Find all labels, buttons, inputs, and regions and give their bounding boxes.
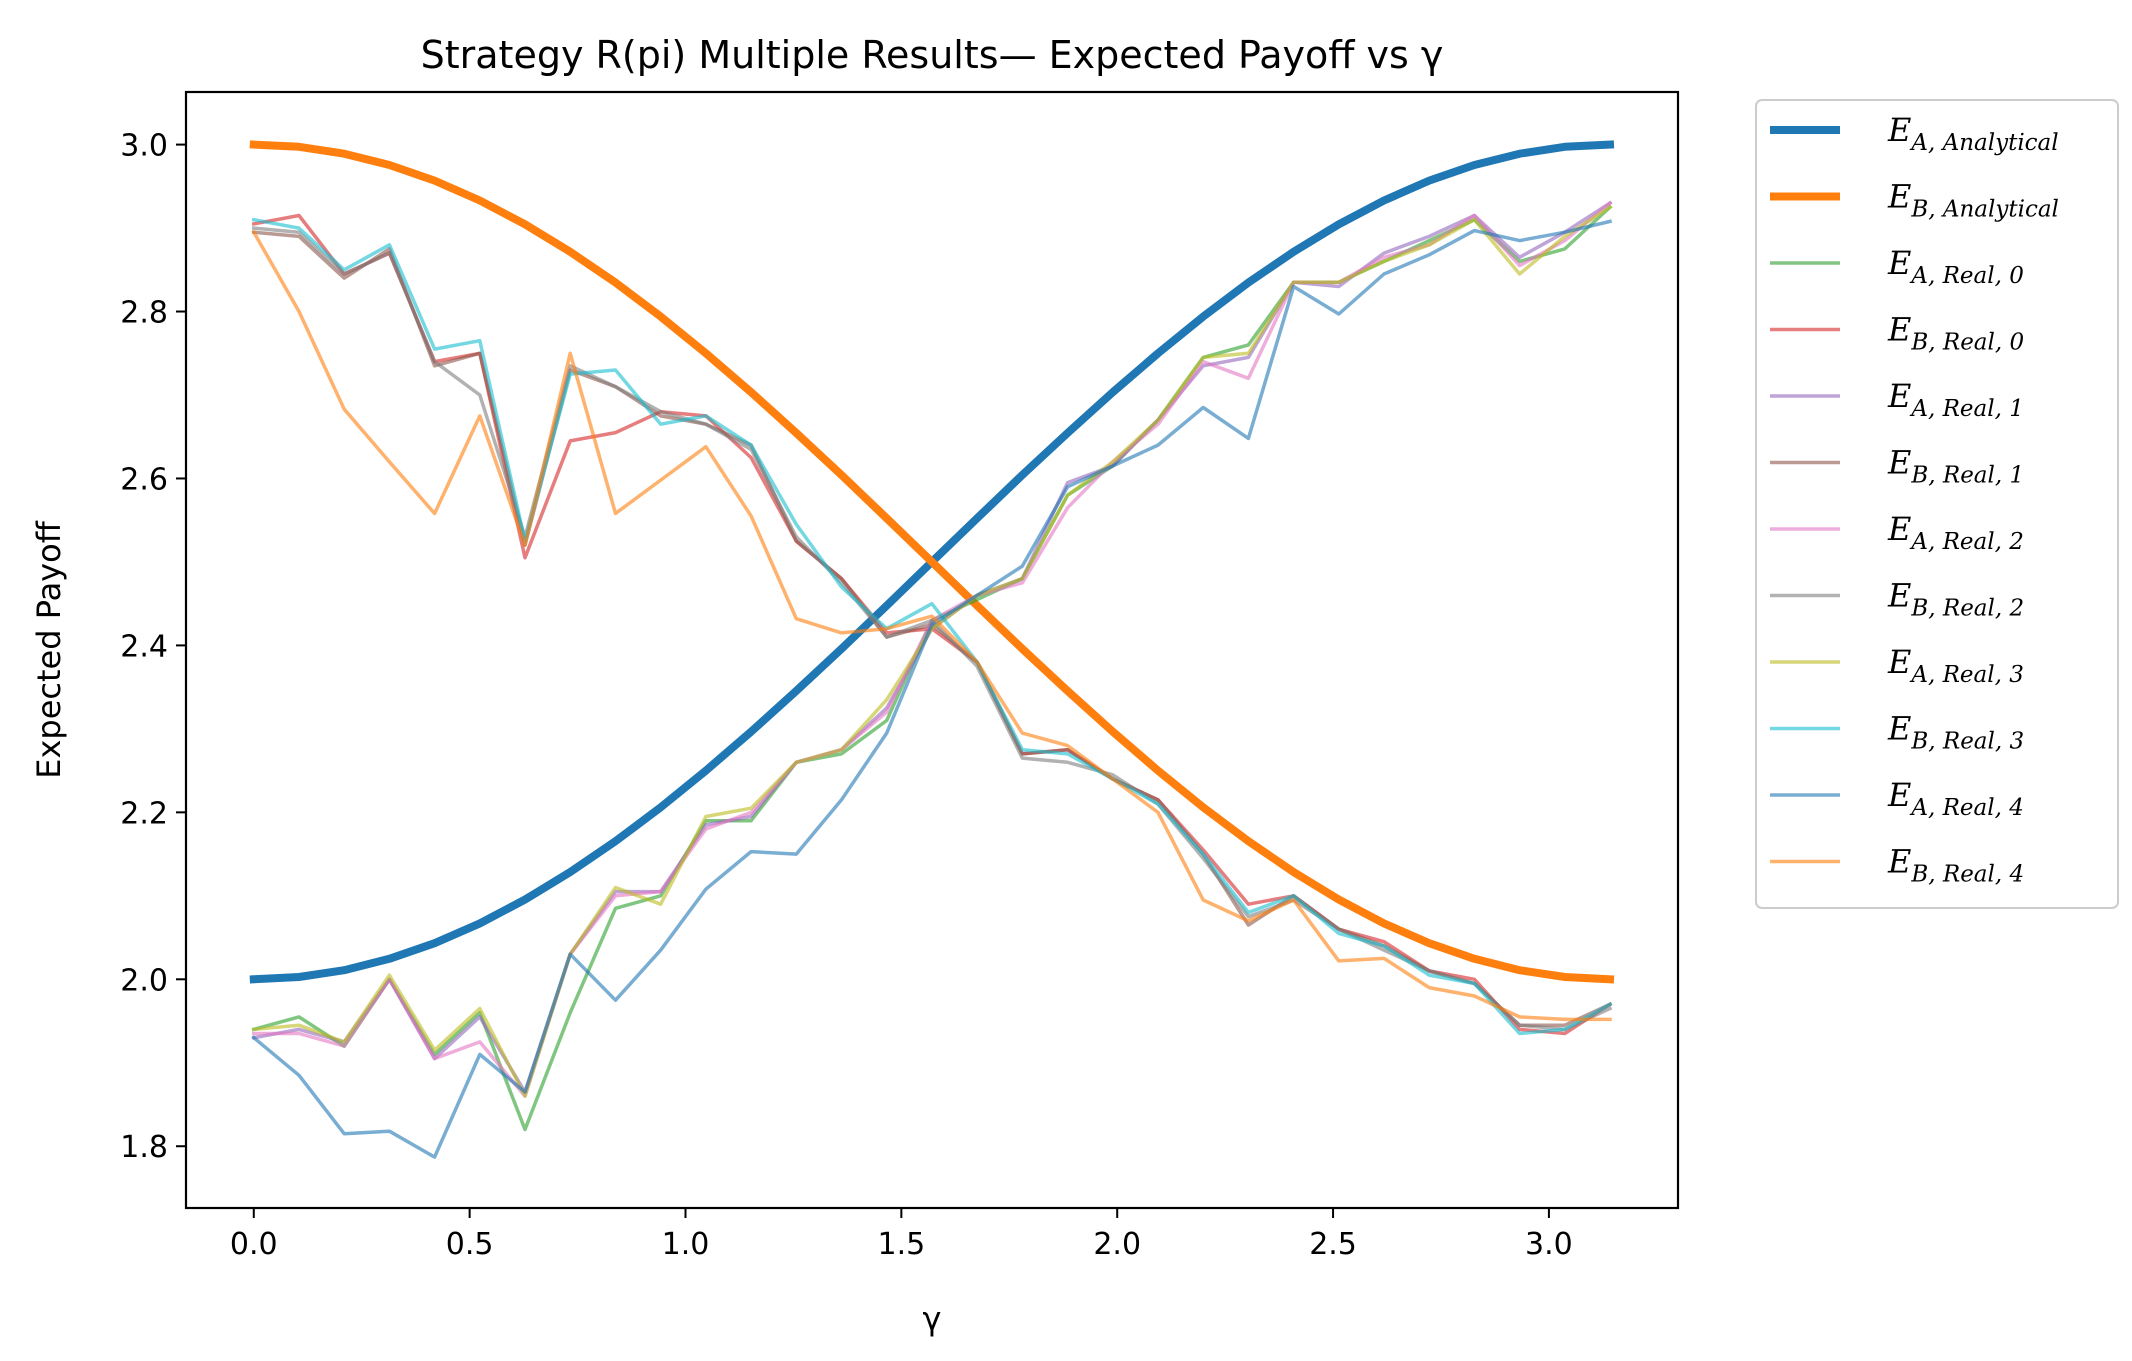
legend-item: EB, Real, 0	[1770, 311, 2024, 356]
legend-label: EB, Real, 4	[1887, 843, 2024, 888]
series-line-10	[251, 219, 1613, 1159]
series-line-7	[251, 226, 1613, 1032]
legend-item: EA, Analytical	[1770, 111, 2059, 156]
chart-title: Strategy R(pi) Multiple Results— Expecte…	[421, 33, 1444, 77]
legend-label: EA, Real, 2	[1887, 510, 2024, 555]
legend-item: EA, Real, 0	[1770, 244, 2024, 289]
series-line-1	[249, 140, 1615, 984]
x-tick-label: 1.0	[662, 1227, 710, 1262]
legend-label: EA, Real, 1	[1887, 377, 2024, 422]
y-tick-label: 2.0	[120, 963, 168, 998]
x-axis: 0.0 0.5 1.0 1.5 2.0 2.5 3.0	[230, 1208, 1573, 1262]
y-tick-label: 2.4	[120, 629, 168, 664]
legend-label: EB, Real, 3	[1887, 710, 2024, 755]
legend-label: EB, Analytical	[1887, 178, 2059, 223]
series-line-11	[251, 229, 1612, 1022]
legend-label: EB, Real, 2	[1887, 577, 2024, 622]
legend-entries: EA, Analytical EB, Analytical EA, Real, 0 E…	[1770, 111, 2059, 888]
legend-frame	[1755, 99, 2119, 909]
y-tick-label: 2.6	[120, 462, 168, 497]
legend-item: EB, Real, 4	[1770, 843, 2024, 888]
legend-item: EB, Analytical	[1770, 178, 2059, 223]
y-tick-label: 2.2	[120, 796, 168, 831]
y-axis-label: Expected Payoff	[30, 520, 68, 778]
plot-frame	[184, 90, 1680, 1210]
x-tick-label: 0.0	[230, 1227, 278, 1262]
y-tick-label: 1.8	[120, 1130, 168, 1165]
legend-item: EA, Real, 2	[1770, 510, 2024, 555]
y-axis: 1.8 2.0 2.2 2.4 2.6 2.8 3.0	[120, 129, 186, 1165]
x-tick-label: 0.5	[446, 1227, 494, 1262]
series-line-9	[251, 217, 1613, 1036]
x-tick-label: 2.0	[1093, 1227, 1141, 1262]
legend-label: EB, Real, 1	[1887, 444, 2024, 489]
legend-label: EA, Real, 3	[1887, 643, 2024, 688]
legend-item: EA, Real, 3	[1770, 643, 2024, 688]
legend-item: EB, Real, 2	[1770, 577, 2024, 622]
x-tick-label: 1.5	[877, 1227, 925, 1262]
legend-item: EA, Real, 1	[1770, 377, 2024, 422]
legend-item: EB, Real, 1	[1770, 444, 2024, 489]
legend: EA, Analytical EB, Analytical EA, Real, 0 E…	[1755, 99, 2119, 909]
legend-label: EA, Real, 0	[1887, 244, 2024, 289]
legend-label: EA, Real, 4	[1887, 776, 2024, 821]
legend-item: EB, Real, 3	[1770, 710, 2024, 755]
legend-label: EB, Real, 0	[1887, 311, 2024, 356]
y-tick-label: 2.8	[120, 296, 168, 331]
plot-lines	[249, 140, 1615, 1159]
legend-label: EA, Analytical	[1887, 111, 2059, 156]
x-axis-label: γ	[923, 1300, 942, 1338]
x-tick-label: 3.0	[1525, 1227, 1573, 1262]
legend-item: EA, Real, 4	[1770, 776, 2024, 821]
x-tick-label: 2.5	[1309, 1227, 1357, 1262]
y-tick-label: 3.0	[120, 129, 168, 164]
